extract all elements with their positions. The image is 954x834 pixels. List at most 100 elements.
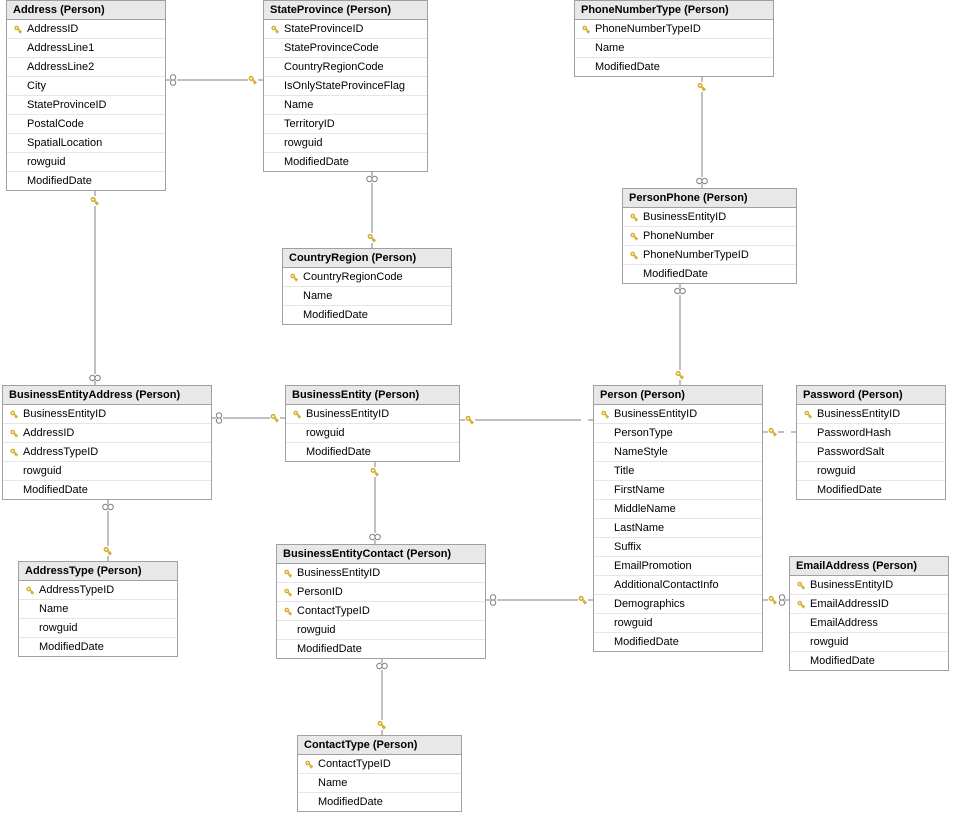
column-row[interactable]: rowguid <box>594 614 762 633</box>
column-row[interactable]: StateProvinceID <box>7 96 165 115</box>
column-row[interactable]: AddressLine2 <box>7 58 165 77</box>
table-businessentitycontact[interactable]: BusinessEntityContact (Person)BusinessEn… <box>276 544 486 659</box>
column-row[interactable]: PostalCode <box>7 115 165 134</box>
column-row[interactable]: ModifiedDate <box>797 481 945 499</box>
column-row[interactable]: ContactTypeID <box>277 602 485 621</box>
table-phonenumbertype[interactable]: PhoneNumberType (Person)PhoneNumberTypeI… <box>574 0 774 77</box>
column-row[interactable]: rowguid <box>797 462 945 481</box>
column-row[interactable]: rowguid <box>277 621 485 640</box>
column-row[interactable]: City <box>7 77 165 96</box>
column-row[interactable]: IsOnlyStateProvinceFlag <box>264 77 427 96</box>
table-password[interactable]: Password (Person)BusinessEntityIDPasswor… <box>796 385 946 500</box>
column-row[interactable]: rowguid <box>19 619 177 638</box>
column-row[interactable]: ModifiedDate <box>3 481 211 499</box>
many-end-icon <box>779 595 784 600</box>
column-row[interactable]: rowguid <box>286 424 459 443</box>
column-row[interactable]: BusinessEntityID <box>594 405 762 424</box>
column-row[interactable]: CountryRegionCode <box>283 268 451 287</box>
table-person[interactable]: Person (Person)BusinessEntityIDPersonTyp… <box>593 385 763 652</box>
column-row[interactable]: TerritoryID <box>264 115 427 134</box>
table-businessentityaddress[interactable]: BusinessEntityAddress (Person)BusinessEn… <box>2 385 212 500</box>
column-row[interactable]: ContactTypeID <box>298 755 461 774</box>
column-row[interactable]: BusinessEntityID <box>3 405 211 424</box>
column-row[interactable]: AdditionalContactInfo <box>594 576 762 595</box>
column-row[interactable]: StateProvinceID <box>264 20 427 39</box>
table-contacttype[interactable]: ContactType (Person)ContactTypeIDName Mod… <box>297 735 462 812</box>
key-icon <box>302 759 316 770</box>
column-row[interactable]: AddressTypeID <box>3 443 211 462</box>
column-row[interactable]: rowguid <box>264 134 427 153</box>
column-row[interactable]: Name <box>19 600 177 619</box>
column-row[interactable]: ModifiedDate <box>298 793 461 811</box>
column-row[interactable]: ModifiedDate <box>7 172 165 190</box>
column-row[interactable]: AddressID <box>7 20 165 39</box>
column-name: EmailAddressID <box>808 598 889 610</box>
column-row[interactable]: Title <box>594 462 762 481</box>
column-row[interactable]: ModifiedDate <box>623 265 796 283</box>
column-row[interactable]: AddressLine1 <box>7 39 165 58</box>
column-row[interactable]: ModifiedDate <box>19 638 177 656</box>
column-row[interactable]: NameStyle <box>594 443 762 462</box>
column-row[interactable]: CountryRegionCode <box>264 58 427 77</box>
column-row[interactable]: PersonType <box>594 424 762 443</box>
column-row[interactable]: rowguid <box>790 633 948 652</box>
column-row[interactable]: SpatialLocation <box>7 134 165 153</box>
column-row[interactable]: ModifiedDate <box>286 443 459 461</box>
column-row[interactable]: BusinessEntityID <box>286 405 459 424</box>
table-header: ContactType (Person) <box>298 736 461 755</box>
column-row[interactable]: BusinessEntityID <box>790 576 948 595</box>
column-row[interactable]: ModifiedDate <box>790 652 948 670</box>
column-row[interactable]: Name <box>283 287 451 306</box>
column-row[interactable]: Name <box>264 96 427 115</box>
column-row[interactable]: LastName <box>594 519 762 538</box>
many-end-icon <box>372 176 377 181</box>
key-end-icon <box>768 595 777 604</box>
column-row[interactable]: PhoneNumberTypeID <box>623 246 796 265</box>
column-row[interactable]: Name <box>575 39 773 58</box>
column-row[interactable]: PasswordHash <box>797 424 945 443</box>
table-countryregion[interactable]: CountryRegion (Person)CountryRegionCodeN… <box>282 248 452 325</box>
column-row[interactable]: StateProvinceCode <box>264 39 427 58</box>
column-row[interactable]: EmailPromotion <box>594 557 762 576</box>
column-row[interactable]: Demographics <box>594 595 762 614</box>
column-row[interactable]: MiddleName <box>594 500 762 519</box>
column-name: ModifiedDate <box>316 796 383 808</box>
column-row[interactable]: PersonID <box>277 583 485 602</box>
column-row[interactable]: Name <box>298 774 461 793</box>
key-icon <box>11 24 25 35</box>
many-end-icon <box>490 600 495 605</box>
key-icon <box>627 212 641 223</box>
column-name: ModifiedDate <box>612 636 679 648</box>
column-row[interactable]: BusinessEntityID <box>623 208 796 227</box>
column-row[interactable]: ModifiedDate <box>283 306 451 324</box>
many-end-icon <box>103 504 108 509</box>
key-icon <box>7 447 21 458</box>
column-row[interactable]: FirstName <box>594 481 762 500</box>
table-businessentity[interactable]: BusinessEntity (Person)BusinessEntityIDr… <box>285 385 460 462</box>
column-row[interactable]: ModifiedDate <box>277 640 485 658</box>
many-end-icon <box>702 178 707 183</box>
many-end-icon <box>90 375 95 380</box>
table-stateprovince[interactable]: StateProvince (Person)StateProvinceIDSta… <box>263 0 428 172</box>
column-row[interactable]: PhoneNumberTypeID <box>575 20 773 39</box>
column-row[interactable]: BusinessEntityID <box>277 564 485 583</box>
column-row[interactable]: BusinessEntityID <box>797 405 945 424</box>
column-row[interactable]: rowguid <box>7 153 165 172</box>
column-row[interactable]: AddressTypeID <box>19 581 177 600</box>
column-row[interactable]: ModifiedDate <box>264 153 427 171</box>
column-row[interactable]: Suffix <box>594 538 762 557</box>
table-emailaddress[interactable]: EmailAddress (Person)BusinessEntityIDEma… <box>789 556 949 671</box>
table-address[interactable]: Address (Person)AddressIDAddressLine1Add… <box>6 0 166 191</box>
column-name: rowguid <box>808 636 849 648</box>
column-row[interactable]: AddressID <box>3 424 211 443</box>
table-addresstype[interactable]: AddressType (Person)AddressTypeIDNamerow… <box>18 561 178 657</box>
column-row[interactable]: ModifiedDate <box>594 633 762 651</box>
column-row[interactable]: PhoneNumber <box>623 227 796 246</box>
column-row[interactable]: PasswordSalt <box>797 443 945 462</box>
column-row[interactable]: rowguid <box>3 462 211 481</box>
many-end-icon <box>490 595 495 600</box>
table-personphone[interactable]: PersonPhone (Person)BusinessEntityIDPhon… <box>622 188 797 284</box>
column-row[interactable]: EmailAddress <box>790 614 948 633</box>
column-row[interactable]: EmailAddressID <box>790 595 948 614</box>
column-row[interactable]: ModifiedDate <box>575 58 773 76</box>
